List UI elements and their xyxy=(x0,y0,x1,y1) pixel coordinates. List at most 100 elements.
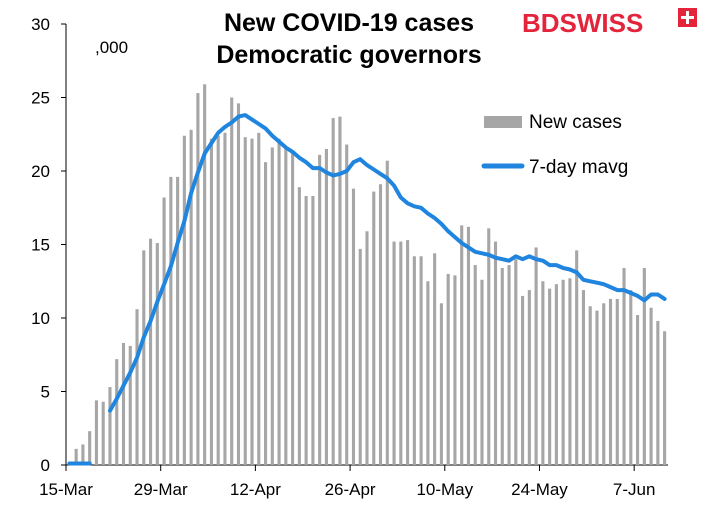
bar xyxy=(230,97,234,465)
bar xyxy=(480,279,484,465)
bar xyxy=(121,342,126,465)
bar xyxy=(277,138,281,465)
bar xyxy=(318,154,322,465)
bar xyxy=(385,160,389,465)
bar xyxy=(372,191,376,465)
legend-swatch-new-cases xyxy=(484,116,522,128)
bar xyxy=(527,290,531,465)
x-tick-label: 12-Apr xyxy=(230,480,281,499)
y-tick-label: 0 xyxy=(41,456,50,475)
bar xyxy=(297,187,301,466)
legend: New cases 7-day mavg xyxy=(481,112,628,178)
bar xyxy=(162,197,166,465)
x-tick-label: 24-May xyxy=(511,480,568,499)
bar xyxy=(507,265,511,465)
bar xyxy=(453,275,457,465)
y-tick-label: 25 xyxy=(31,89,50,108)
chart-title-line-2: Democratic governors xyxy=(216,41,481,69)
bar xyxy=(304,195,308,466)
bar xyxy=(101,401,105,465)
bar xyxy=(324,148,328,465)
bar xyxy=(541,281,545,465)
bar xyxy=(561,279,565,465)
bar xyxy=(284,147,288,466)
bar xyxy=(358,248,362,465)
bar xyxy=(412,256,416,465)
bar xyxy=(581,290,586,465)
y-axis: 0 5 10 15 20 25 30 xyxy=(31,15,67,475)
bar xyxy=(649,307,653,465)
bar xyxy=(196,93,200,465)
bar xyxy=(365,231,369,465)
bar xyxy=(622,268,626,465)
bar xyxy=(223,132,227,465)
y-tick-label: 30 xyxy=(31,15,50,34)
bar xyxy=(663,331,667,465)
bar xyxy=(74,448,78,465)
bar xyxy=(115,359,119,465)
bar xyxy=(270,147,274,466)
bar xyxy=(189,129,193,465)
bar xyxy=(128,345,132,465)
bar xyxy=(473,265,477,465)
x-tick-label: 10-May xyxy=(416,480,473,499)
bar xyxy=(351,188,356,465)
bar xyxy=(236,103,241,465)
legend-label-7day-mavg: 7-day mavg xyxy=(529,157,628,178)
bar xyxy=(466,226,471,465)
bar xyxy=(331,118,335,465)
bar xyxy=(250,138,254,465)
bar xyxy=(500,268,504,465)
bar xyxy=(642,268,646,465)
bar xyxy=(588,306,592,465)
bar xyxy=(521,295,525,465)
bar xyxy=(575,250,579,465)
bdswiss-logo: BDSWISS xyxy=(522,8,697,38)
y-tick-label: 20 xyxy=(31,162,50,181)
bar xyxy=(182,135,186,465)
x-tick-label: 26-Apr xyxy=(325,480,376,499)
legend-label-new-cases: New cases xyxy=(529,112,622,133)
y-tick-label: 15 xyxy=(31,236,50,255)
bar xyxy=(176,176,180,465)
logo-text: BDSWISS xyxy=(522,8,643,38)
unit-label: ,000 xyxy=(95,38,128,57)
bar xyxy=(595,310,599,465)
x-tick-label: 7-Jun xyxy=(613,480,656,499)
bar-series-new-cases xyxy=(67,84,667,466)
mavg-line-segment xyxy=(108,113,667,413)
bar xyxy=(439,303,443,465)
x-tick-label: 29-Mar xyxy=(134,480,188,499)
bar xyxy=(460,225,464,465)
bar xyxy=(135,309,139,465)
bar xyxy=(338,116,342,466)
bar xyxy=(378,184,383,466)
logo-cross-h xyxy=(681,16,694,19)
chart-title-line-1: New COVID-19 cases xyxy=(224,9,474,37)
bar xyxy=(514,259,518,465)
bar xyxy=(108,387,112,465)
bar xyxy=(608,298,613,465)
bar xyxy=(155,243,159,465)
bar xyxy=(392,241,396,465)
bar xyxy=(493,241,498,465)
bar xyxy=(169,176,173,465)
y-tick-label: 5 xyxy=(41,383,50,402)
bar xyxy=(142,250,146,465)
bar xyxy=(568,278,572,465)
bar xyxy=(433,253,437,465)
bar xyxy=(88,431,92,465)
bar xyxy=(263,162,268,465)
y-tick-label: 10 xyxy=(31,309,50,328)
bar xyxy=(94,400,98,465)
bar xyxy=(602,303,606,465)
bar xyxy=(216,135,220,465)
bar xyxy=(243,137,247,465)
bar xyxy=(419,256,423,465)
bar xyxy=(636,315,640,465)
bar xyxy=(311,195,315,466)
bar xyxy=(345,144,349,466)
x-tick-label: 15-Mar xyxy=(39,480,93,499)
bar xyxy=(257,132,261,465)
